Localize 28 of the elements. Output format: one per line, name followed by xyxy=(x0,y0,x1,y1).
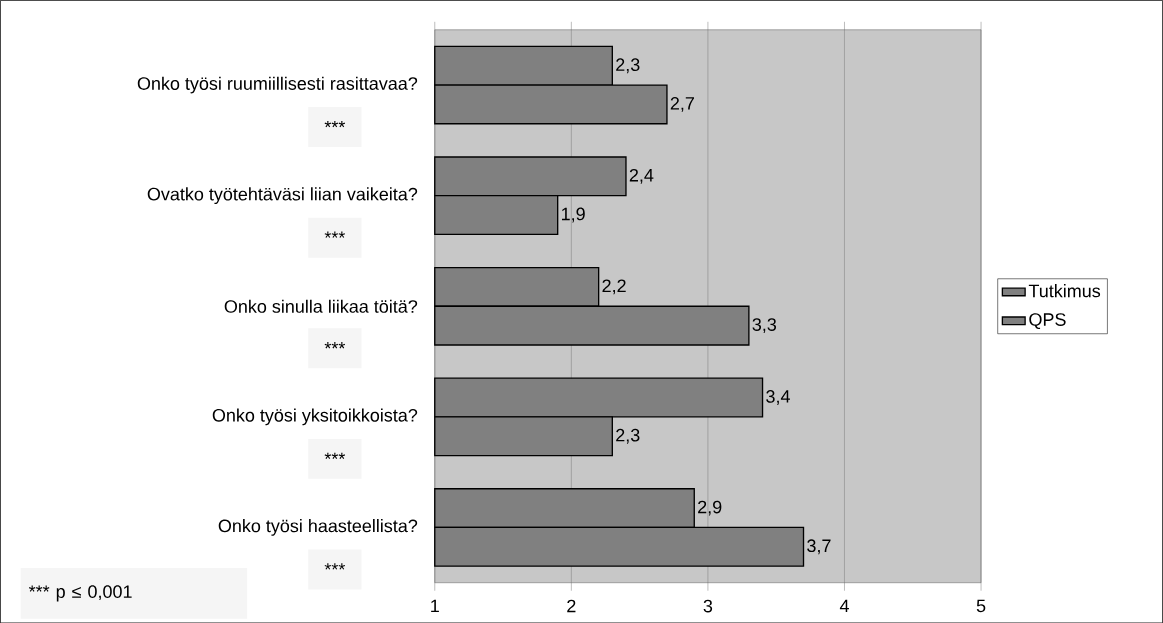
data-label: 3,4 xyxy=(766,389,790,405)
x-tick-label: 2 xyxy=(567,599,576,613)
text: *** xyxy=(324,231,346,238)
data-label: 2,2 xyxy=(602,279,626,295)
y-tick-label: Ovatko työtehtäväsi liian vaikeita? xyxy=(147,187,418,204)
data-label: 2,9 xyxy=(698,500,722,516)
y-tick-label: Onko työsi haasteellista? xyxy=(218,518,418,536)
y-tick-label: Onko työsi yksitoikkoista? xyxy=(212,408,418,426)
data-label: 3,3 xyxy=(752,318,777,333)
x-tick-label: 4 xyxy=(839,599,849,612)
data-label: 2,4 xyxy=(629,168,654,184)
x-tick-label: 3 xyxy=(703,599,713,613)
legend-label: Tutkimus xyxy=(1028,283,1101,298)
x-tick-label: 1 xyxy=(431,599,439,612)
text: *** xyxy=(324,120,346,128)
text: *** p ≤ 0,001 xyxy=(28,585,132,602)
text: *** xyxy=(324,563,346,570)
legend-label: QPS xyxy=(1029,312,1066,329)
data-label: 2,3 xyxy=(616,58,640,73)
text: *** xyxy=(324,452,346,459)
x-tick-label: 5 xyxy=(976,599,986,613)
data-label: 2,7 xyxy=(670,96,694,112)
data-label: 2,3 xyxy=(616,428,640,444)
text: *** xyxy=(324,341,346,349)
y-tick-label: Onko sinulla liikaa töitä? xyxy=(224,299,418,313)
y-tick-label: Onko työsi ruumiillisesti rasittavaa? xyxy=(137,76,418,94)
data-label: 1,9 xyxy=(562,207,585,223)
data-label: 3,7 xyxy=(807,539,831,555)
